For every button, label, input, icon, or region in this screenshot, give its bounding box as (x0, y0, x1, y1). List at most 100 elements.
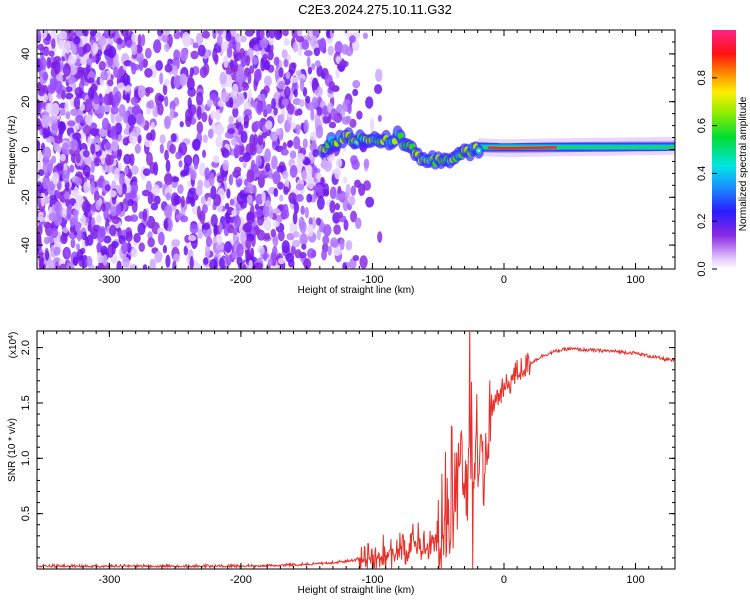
heatmap-cell (48, 235, 54, 244)
heatmap-cell (322, 235, 330, 245)
heatmap-cell (295, 194, 304, 202)
heatmap-cell (122, 256, 130, 268)
heatmap-cell (306, 193, 313, 203)
heatmap-cell (39, 70, 44, 77)
heatmap-cell (253, 44, 261, 52)
heatmap-cell (73, 95, 81, 110)
heatmap-cell (116, 260, 122, 269)
heatmap-cell (309, 35, 318, 48)
heatmap-cell (345, 115, 352, 124)
heatmap-cell (311, 97, 319, 109)
heatmap-cell (42, 146, 52, 160)
heatmap-cell (276, 165, 285, 173)
heatmap-cell (306, 248, 316, 259)
heatmap-cell (286, 140, 293, 148)
heatmap-cell (126, 242, 132, 254)
heatmap-cell (187, 235, 197, 242)
heatmap-cell (153, 161, 159, 176)
heatmap-cell (165, 159, 171, 173)
heatmap-cell (259, 30, 265, 39)
heatmap-cell (242, 161, 247, 169)
heatmap-cell (165, 192, 172, 201)
heatmap-cell (117, 82, 126, 91)
heatmap-cell (82, 164, 91, 177)
heatmap-cell (60, 233, 68, 245)
heatmap-cell (173, 253, 180, 263)
heatmap-cell (255, 193, 264, 205)
heatmap-cell (90, 160, 96, 174)
heatmap-cell (92, 55, 97, 63)
heatmap-cell (229, 198, 235, 206)
heatmap-cell (67, 120, 76, 127)
heatmap-cell (225, 30, 232, 42)
heatmap-cell (192, 138, 201, 151)
snr-y-multiplier: (x104) (8, 332, 20, 359)
heatmap-cell (280, 148, 289, 156)
heatmap-cell (75, 177, 82, 186)
heatmap-cell (261, 191, 266, 204)
heatmap-cell (40, 192, 46, 207)
heatmap-cell (159, 143, 165, 154)
heatmap-cell (202, 134, 208, 144)
y-tick-label: 0.5 (20, 506, 32, 521)
heatmap-cell (294, 110, 299, 117)
heatmap-cell (90, 83, 98, 93)
heatmap-cell (179, 121, 184, 128)
heatmap-cell (255, 208, 263, 218)
heatmap-cell (203, 257, 209, 266)
heatmap-cell (86, 255, 93, 267)
heatmap-cell (303, 119, 309, 133)
heatmap-cell (77, 47, 84, 55)
heatmap-cell (238, 156, 245, 163)
heatmap-cell (375, 68, 383, 82)
heatmap-cell (190, 50, 199, 60)
heatmap-cell (178, 73, 188, 87)
heatmap-cell (135, 51, 144, 63)
heatmap-cell (114, 122, 123, 135)
heatmap-cell (180, 48, 189, 62)
heatmap-cell (256, 229, 266, 241)
heatmap-cell (111, 139, 119, 152)
heatmap-cell (100, 154, 106, 165)
heatmap-cell (163, 173, 173, 186)
heatmap-cell (83, 155, 93, 166)
heatmap-cell (132, 126, 141, 137)
heatmap-cell (56, 162, 64, 172)
heatmap-cell (48, 212, 58, 222)
heatmap-cell (113, 66, 119, 78)
heatmap-cell (285, 71, 291, 80)
heatmap-cell (314, 184, 324, 193)
heatmap-cell (189, 67, 194, 77)
heatmap-cell (48, 50, 55, 57)
heatmap-cell (335, 157, 343, 169)
heatmap-cell (322, 115, 330, 124)
heatmap-cell (146, 132, 153, 141)
heatmap-cell (240, 57, 247, 68)
heatmap-cell (349, 118, 357, 128)
heatmap-cell (351, 39, 360, 52)
heatmap-cell (122, 137, 129, 146)
heatmap-cell (53, 60, 61, 75)
heatmap-cell (107, 55, 114, 68)
heatmap-cell (277, 257, 286, 265)
heatmap-cell (69, 164, 75, 173)
heatmap-cell (72, 132, 82, 141)
colorbar-ticks: 0.0 0.2 0.4 0.6 0.8 (696, 70, 717, 277)
heatmap-cell (73, 36, 81, 45)
spectrogram-x-label: Height of straight line (km) (298, 285, 415, 296)
heatmap-cell (202, 63, 210, 76)
heatmap-cell (298, 216, 305, 230)
heatmap-cell (295, 183, 305, 191)
heatmap-cell (124, 177, 131, 185)
heatmap-cell (44, 195, 50, 205)
heatmap-cell (42, 127, 48, 139)
heatmap-cell (133, 232, 141, 243)
heatmap-cell (352, 254, 360, 262)
heatmap-cell (124, 192, 131, 200)
x-tick-label: 0 (501, 574, 507, 586)
heatmap-cell (79, 103, 86, 112)
y-tick-label: 20 (20, 96, 32, 108)
x-tick-label: 100 (626, 274, 644, 286)
heatmap-cell (195, 32, 204, 45)
heatmap-cell (245, 238, 252, 250)
